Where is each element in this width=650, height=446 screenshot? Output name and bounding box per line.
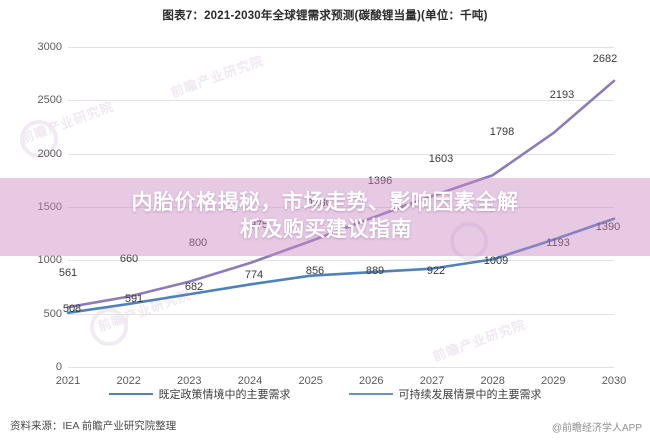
watermark-ring-icon [450, 222, 488, 260]
watermark-ring-icon [20, 120, 58, 158]
data-label: 508 [62, 303, 82, 315]
x-axis-tick-label: 2028 [480, 375, 505, 387]
overlay-line-1: 内胎价格揭秘，市场走势、影响因素全解 [131, 191, 519, 215]
gridline [68, 313, 614, 315]
y-axis-tick-label: 1000 [37, 254, 62, 267]
x-axis-tick-label: 2027 [419, 375, 445, 387]
overlay-banner-text: 内胎价格揭秘，市场走势、影响因素全解 析及购买建议指南 [0, 180, 650, 254]
app-credit: @前瞻经济学人APP [551, 423, 642, 434]
data-label: 1798 [489, 126, 515, 138]
legend-item-sustainable[interactable]: 可持续发展情景中的主要需求 [348, 386, 542, 402]
data-label: 1009 [483, 255, 509, 267]
legend-item-stated[interactable]: 既定政策情境中的主要需求 [108, 386, 291, 402]
y-axis-tick-label: 2000 [37, 147, 62, 160]
series-lines [66, 79, 616, 315]
line-series-sustainable [66, 79, 616, 309]
y-axis-tick-label: 0 [55, 361, 62, 373]
gridline [68, 47, 614, 48]
data-label: 2682 [592, 53, 618, 65]
data-label: 774 [244, 269, 264, 281]
plot-area: 0 500 1000 1500 2000 2500 3000 2021 2022… [38, 41, 627, 387]
data-label: 1193 [546, 237, 570, 249]
data-label: 922 [426, 265, 446, 277]
x-axis-tick-label: 2023 [177, 375, 202, 387]
data-label: 591 [124, 293, 144, 305]
overlay-line-2: 析及购买建议指南 [240, 218, 412, 241]
x-axis-tick-label: 2029 [541, 375, 566, 387]
x-axis-tick-label: 2021 [55, 375, 81, 387]
legend-line-swatch-icon [348, 393, 393, 395]
legend-line-swatch-icon [108, 393, 153, 395]
gridline [68, 367, 614, 368]
y-axis-tick-label: 1500 [37, 201, 62, 213]
source-note: 资料来源：IEA 前瞻产业研究院整理 [10, 420, 177, 432]
x-axis-tick-label: 2030 [601, 375, 627, 387]
y-axis-tick-label: 3000 [37, 41, 62, 53]
y-axis-tick-label: 500 [43, 307, 62, 320]
data-label: 1396 [367, 175, 393, 187]
data-label: 1603 [428, 153, 454, 165]
data-label: 856 [305, 265, 325, 277]
x-axis-tick-label: 2022 [116, 375, 141, 387]
data-label: 800 [188, 237, 208, 249]
y-axis-tick-label: 2500 [37, 94, 62, 107]
gridline [68, 153, 614, 155]
legend-label: 可持续发展情景中的主要需求 [398, 389, 542, 401]
x-axis-tick-label: 2024 [237, 375, 263, 387]
data-label: 889 [365, 265, 385, 277]
chart-legend: 既定政策情境中的主要需求 可持续发展情景中的主要需求 [0, 386, 650, 402]
gridline [68, 260, 614, 262]
watermark-ring-icon [90, 308, 128, 346]
gridline [68, 100, 614, 102]
x-axis-tick-label: 2025 [298, 375, 323, 387]
page-title: 图表7：2021-2030年全球锂需求预测(碳酸锂当量)(单位：千吨) [162, 10, 488, 22]
data-label: 682 [184, 281, 204, 293]
data-label: 1180 [308, 197, 332, 209]
gridline [68, 207, 614, 208]
overlay-banner-background [0, 178, 650, 256]
line-series-stated [66, 217, 616, 315]
x-axis-tick-label: 2026 [359, 375, 384, 387]
data-label: 1390 [595, 221, 621, 233]
data-label: 975 [249, 219, 269, 231]
data-label: 561 [58, 267, 78, 279]
legend-label: 既定政策情境中的主要需求 [158, 389, 291, 401]
data-label: 660 [119, 253, 139, 265]
data-label: 2193 [549, 89, 575, 101]
